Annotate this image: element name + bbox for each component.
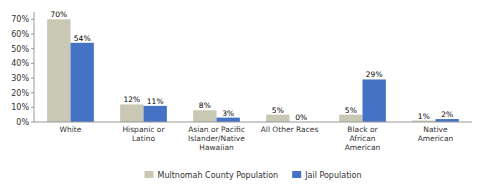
legend-item: Jail Population (292, 171, 361, 180)
x-tick-label: Hispanic orLatino (122, 125, 165, 143)
x-tick-label: White (60, 125, 82, 134)
bar (339, 115, 362, 122)
y-tick-label: 50% (11, 45, 29, 54)
y-tick (31, 48, 34, 49)
legend-item: Multnomah County Population (145, 171, 279, 180)
bar (217, 118, 240, 122)
legend-swatch (145, 171, 154, 178)
y-tick (31, 107, 34, 108)
data-label: 54% (74, 34, 91, 43)
data-label: 5% (272, 106, 284, 115)
data-label: 12% (123, 95, 140, 104)
x-axis: White Hispanic orLatino Asian or PacificIs… (60, 125, 454, 152)
x-tick-label-line: American (345, 143, 381, 152)
chart: 0% 10% 20% 30% 40% 50% 60% 70% 70% 12% 8% 5% 5% 1% 54%… (0, 0, 480, 185)
y-tick (31, 63, 34, 64)
x-tick-label-line: African (349, 134, 375, 143)
legend: Multnomah County Population Jail Populati… (145, 171, 362, 180)
bar (363, 79, 386, 122)
x-tick-label: All Other Races (261, 125, 319, 134)
x-tick-label-line: Islander/Native (188, 134, 245, 143)
data-label: 2% (441, 110, 453, 119)
y-tick-label: 60% (11, 30, 29, 39)
legend-swatch (292, 171, 301, 178)
bars (47, 19, 459, 122)
y-tick (31, 122, 34, 123)
x-tick-label-line: White (60, 125, 82, 134)
x-tick-label: Asian or PacificIslander/NativeHawaiian (188, 125, 245, 152)
x-tick-label-line: Hawaiian (199, 143, 234, 152)
bar (144, 106, 167, 122)
y-tick (31, 92, 34, 93)
y-tick (31, 19, 34, 20)
bar (266, 115, 289, 122)
y-tick-label: 20% (11, 89, 29, 98)
data-label: 0% (295, 113, 307, 122)
x-tick-label-line: All Other Races (261, 125, 319, 134)
y-tick-label: 30% (11, 74, 29, 83)
data-label: 3% (222, 109, 234, 118)
data-label: 5% (345, 106, 357, 115)
data-labels: 70% 12% 8% 5% 5% 1% 54% 11% 3% 0% 29% 2% (50, 10, 453, 122)
data-label: 1% (418, 112, 430, 121)
bar (71, 43, 94, 122)
legend-label: Multnomah County Population (158, 171, 279, 180)
y-tick-label: 70% (11, 15, 29, 24)
y-tick (31, 78, 34, 79)
x-tick-label: Black orAfricanAmerican (345, 125, 381, 152)
y-axis-line (34, 12, 35, 122)
data-label: 11% (147, 97, 164, 106)
x-tick-label-line: Native (423, 125, 448, 134)
y-tick (31, 34, 34, 35)
data-label: 29% (366, 70, 383, 79)
bar (47, 19, 70, 122)
bar (193, 110, 216, 122)
x-tick-label-line: American (418, 134, 454, 143)
x-tick-label-line: Latino (132, 134, 156, 143)
legend-label: Jail Population (304, 171, 361, 180)
data-label: 70% (50, 10, 67, 19)
y-axis: 0% 10% 20% 30% 40% 50% 60% 70% (11, 12, 34, 127)
y-tick-label: 0% (16, 118, 29, 127)
data-label: 8% (199, 101, 211, 110)
y-tick-label: 40% (11, 59, 29, 68)
bar (120, 104, 143, 122)
x-tick-label-line: Asian or Pacific (188, 125, 245, 134)
x-tick-label-line: Hispanic or (122, 125, 165, 134)
y-tick-label: 10% (11, 103, 29, 112)
x-tick-label: NativeAmerican (418, 125, 454, 143)
x-tick-label-line: Black or (347, 125, 378, 134)
x-axis-line (34, 122, 472, 123)
